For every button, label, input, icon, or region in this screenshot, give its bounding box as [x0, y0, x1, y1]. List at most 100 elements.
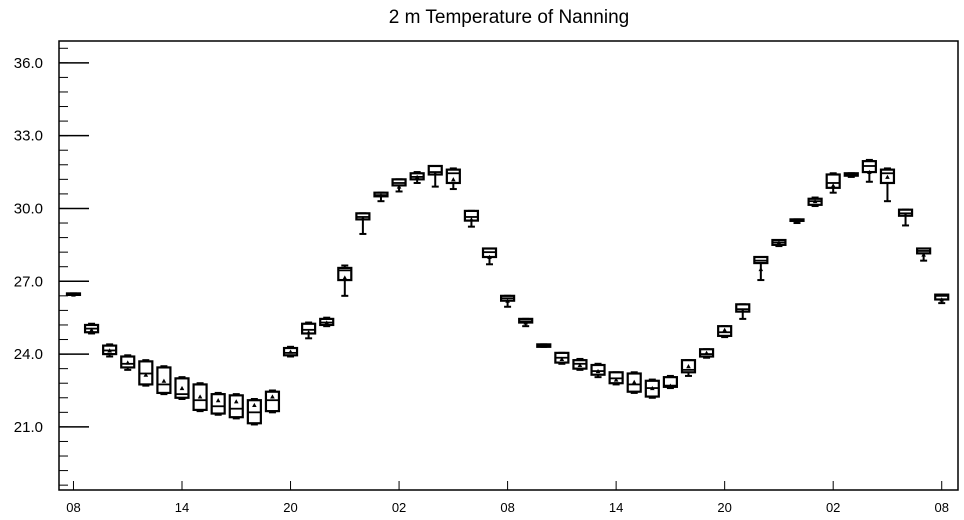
mean-marker — [848, 172, 854, 177]
box-10 — [246, 397, 262, 426]
x-tick-label: 20 — [717, 500, 731, 515]
box-6 — [174, 376, 190, 400]
mean-marker — [830, 183, 836, 188]
box-47 — [916, 247, 932, 262]
box-20 — [427, 164, 443, 188]
mean-marker — [505, 298, 510, 303]
chart-title: 2 m Temperature of Nanning — [389, 7, 629, 28]
mean-marker — [559, 356, 565, 361]
mean-marker — [939, 297, 945, 302]
box-series — [65, 158, 950, 426]
mean-marker — [758, 266, 764, 272]
mean-marker — [324, 320, 330, 325]
y-tick-label: 36.0 — [14, 55, 43, 72]
box-41 — [807, 196, 823, 208]
mean-marker — [722, 327, 727, 332]
box-46 — [897, 208, 914, 227]
box-22 — [463, 209, 480, 228]
mean-marker — [541, 343, 547, 348]
iqr-box — [228, 394, 244, 419]
x-tick-label: 02 — [826, 500, 840, 515]
box-36 — [717, 325, 733, 339]
mean-marker — [740, 308, 746, 313]
mean-marker — [704, 350, 709, 355]
mean-marker — [288, 349, 293, 354]
box-44 — [861, 158, 877, 183]
box-45 — [879, 167, 896, 203]
box-5 — [156, 365, 172, 396]
box-24 — [499, 294, 516, 308]
mean-marker — [125, 360, 131, 365]
mean-marker — [921, 252, 926, 257]
box-31 — [626, 371, 642, 394]
box-2 — [102, 343, 118, 358]
iqr-box — [210, 393, 226, 415]
box-0 — [65, 292, 82, 297]
x-tick-label: 14 — [175, 500, 189, 515]
box-8 — [210, 391, 226, 416]
x-tick-label: 08 — [500, 500, 514, 515]
box-34 — [680, 359, 697, 377]
mean-marker — [451, 177, 456, 182]
box-40 — [789, 218, 805, 225]
mean-marker — [523, 320, 528, 325]
box-30 — [608, 371, 624, 386]
mean-marker — [867, 169, 872, 175]
box-14 — [319, 316, 335, 328]
y-tick-label: 30.0 — [14, 200, 43, 217]
box-43 — [843, 172, 859, 178]
box-29 — [590, 362, 606, 379]
mean-marker — [885, 174, 890, 179]
box-38 — [753, 255, 769, 282]
box-9 — [228, 393, 244, 420]
mean-marker — [487, 254, 492, 260]
box-15 — [337, 264, 353, 297]
x-tick-label: 14 — [609, 500, 623, 515]
mean-marker — [668, 383, 673, 388]
box-28 — [572, 357, 588, 371]
mean-marker — [197, 394, 203, 399]
mean-marker — [631, 379, 637, 384]
mean-marker — [577, 362, 583, 368]
box-33 — [662, 374, 678, 390]
box-39 — [771, 238, 787, 248]
box-7 — [192, 382, 208, 413]
box-16 — [355, 212, 371, 235]
mean-marker — [595, 368, 601, 374]
mean-marker — [306, 330, 311, 335]
mean-marker — [432, 171, 438, 176]
y-tick-label: 24.0 — [14, 346, 43, 363]
mean-marker — [143, 372, 149, 377]
box-23 — [481, 247, 498, 266]
mean-marker — [215, 398, 221, 403]
mean-marker — [107, 348, 112, 353]
box-1 — [83, 322, 100, 335]
box-3 — [120, 354, 136, 371]
mean-marker — [650, 385, 655, 391]
mean-marker — [794, 218, 800, 223]
box-12 — [282, 345, 299, 358]
mean-marker — [812, 198, 818, 204]
axes: 21.0 24.0 27.0 30.0 33.0 36.0 08 14 20 02 08 14 20 02… — [14, 47, 949, 515]
mean-marker — [89, 327, 94, 332]
y-tick-label: 33.0 — [14, 128, 43, 145]
mean-marker — [161, 378, 167, 383]
box-48 — [934, 293, 950, 305]
mean-marker — [179, 385, 185, 391]
mean-marker — [360, 215, 366, 221]
y-tick-label: 21.0 — [14, 419, 43, 436]
box-27 — [554, 351, 570, 365]
mean-marker — [378, 192, 384, 198]
mean-marker — [396, 184, 402, 189]
mean-marker — [71, 292, 76, 297]
mean-marker — [342, 275, 348, 280]
box-18 — [391, 178, 407, 193]
mean-marker — [613, 377, 619, 382]
mean-marker — [270, 394, 275, 399]
iqr-box — [264, 390, 281, 413]
x-tick-label: 02 — [392, 500, 406, 515]
box-11 — [264, 389, 281, 414]
mean-marker — [233, 399, 239, 404]
box-13 — [301, 321, 317, 340]
